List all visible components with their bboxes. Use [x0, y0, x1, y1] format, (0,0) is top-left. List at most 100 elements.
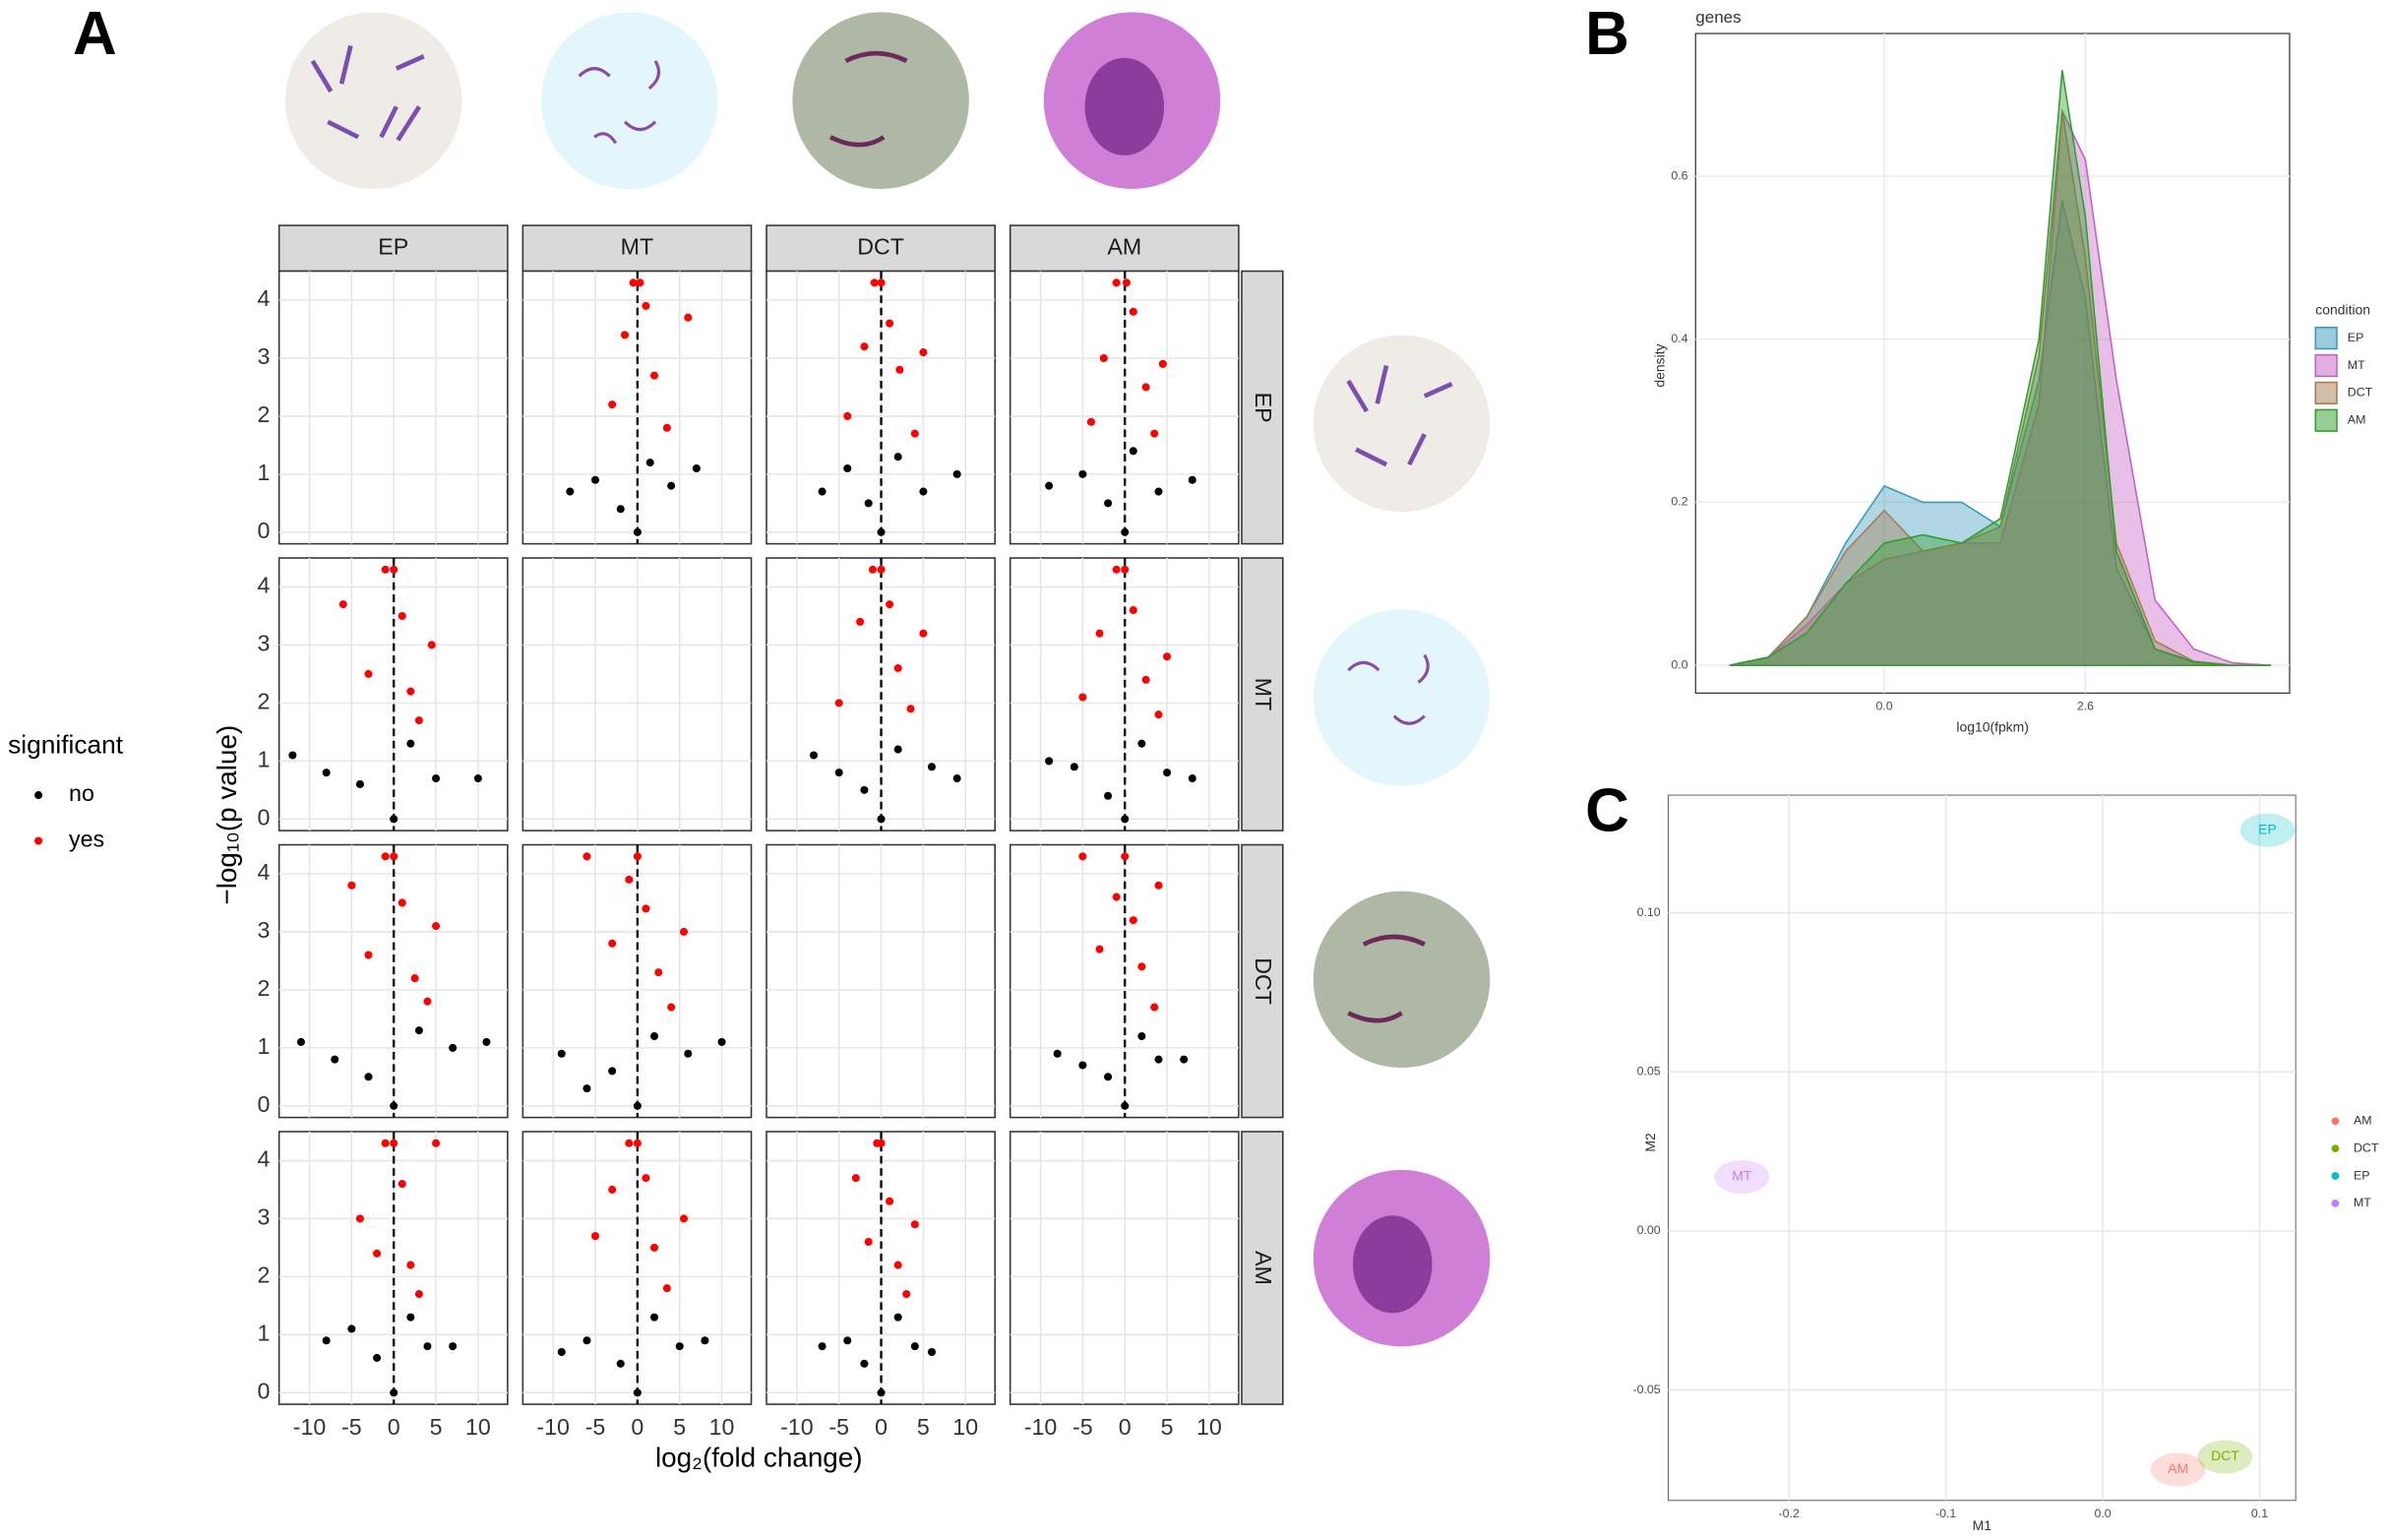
x-tick-label: 5	[430, 1414, 443, 1440]
point	[1150, 429, 1159, 438]
x-tick-label: 10	[952, 1414, 978, 1440]
image-detail	[1347, 653, 1430, 725]
point	[1104, 499, 1113, 508]
y-tick-label: 1	[257, 460, 270, 485]
strip	[1009, 224, 1240, 273]
x-tick-label: -5	[828, 1414, 849, 1440]
x-tick-label: 0	[388, 1414, 400, 1440]
point	[414, 1290, 423, 1299]
point	[288, 751, 297, 760]
image-detail	[578, 60, 661, 145]
point	[667, 481, 676, 490]
legend-label: AM	[2348, 413, 2366, 427]
point	[473, 774, 482, 783]
y-tick-label: 0	[257, 518, 270, 543]
x-axis-label: log10(fpkm)	[1956, 719, 2029, 735]
point	[864, 1237, 873, 1247]
point	[877, 1139, 886, 1147]
point	[1053, 1049, 1062, 1058]
point	[410, 974, 419, 983]
point-label: DCT	[2211, 1448, 2239, 1463]
point	[893, 745, 902, 754]
point	[1158, 359, 1167, 368]
point	[1086, 417, 1095, 426]
plot-area	[1694, 32, 2291, 694]
point	[338, 600, 347, 609]
point	[1121, 527, 1130, 536]
legend-label: yes	[69, 827, 104, 852]
x-tick-label: 0.1	[2251, 1507, 2268, 1520]
point	[355, 779, 364, 788]
point	[1129, 307, 1137, 316]
point	[1154, 881, 1163, 890]
point	[877, 815, 886, 824]
y-tick-label: -0.05	[1632, 1383, 1660, 1396]
point	[296, 1037, 305, 1046]
y-axis-label: M2	[1642, 1133, 1658, 1152]
point	[616, 1359, 625, 1368]
point	[355, 1214, 364, 1223]
point	[860, 342, 869, 351]
point	[1154, 710, 1163, 719]
point	[616, 505, 625, 514]
x-tick-label: 10	[709, 1414, 735, 1440]
point	[620, 331, 630, 339]
strip-label: DCT	[857, 233, 904, 259]
point	[608, 1185, 617, 1194]
x-axis-label: log₂(fold change)	[655, 1442, 863, 1472]
image-ep	[1313, 335, 1491, 513]
point-label: EP	[2258, 821, 2277, 836]
point	[952, 469, 961, 478]
point	[347, 1324, 356, 1333]
strip-label: EP	[378, 233, 408, 259]
x-tick-label: 10	[465, 1414, 491, 1440]
point	[860, 785, 869, 794]
y-tick-label: 2	[257, 975, 270, 1001]
point	[843, 1336, 852, 1345]
legend-key	[2331, 1117, 2340, 1126]
point	[2239, 813, 2296, 847]
point	[679, 927, 689, 936]
point	[390, 1388, 398, 1397]
point	[860, 1359, 869, 1368]
strip	[277, 224, 509, 273]
point	[1129, 606, 1137, 615]
x-tick-label: 5	[1161, 1414, 1174, 1440]
image-ep	[284, 12, 462, 189]
x-tick-label: 5	[917, 1414, 930, 1440]
point	[1121, 815, 1130, 824]
point	[427, 641, 436, 649]
legend-key	[2314, 381, 2338, 404]
y-tick-label: 0	[257, 804, 270, 830]
legend-label: DCT	[2348, 386, 2373, 400]
point	[1137, 1032, 1146, 1041]
point	[851, 1174, 860, 1183]
point	[582, 1084, 591, 1093]
point	[390, 1139, 398, 1147]
y-tick-label: 3	[257, 917, 270, 943]
panel-label: C	[1585, 777, 1629, 845]
y-tick-label: 2	[257, 1263, 270, 1288]
x-tick-label: 0.0	[2094, 1507, 2111, 1520]
point	[414, 1026, 423, 1035]
point	[870, 278, 879, 287]
point	[449, 1342, 458, 1351]
point	[1150, 1003, 1159, 1012]
x-tick-label: -10	[1024, 1414, 1058, 1440]
point	[645, 459, 654, 467]
point	[608, 400, 617, 409]
strip	[1241, 270, 1284, 545]
point	[1095, 945, 1104, 954]
point	[1078, 1061, 1087, 1070]
point	[843, 411, 852, 420]
point	[414, 716, 423, 725]
point	[809, 751, 819, 760]
point	[381, 852, 390, 861]
chart-title: genes	[1695, 8, 1741, 27]
y-tick-label: 0.10	[1637, 905, 1661, 919]
x-tick-label: -5	[341, 1414, 362, 1440]
point	[591, 475, 600, 484]
point	[893, 664, 902, 673]
image-detail	[1346, 364, 1453, 467]
